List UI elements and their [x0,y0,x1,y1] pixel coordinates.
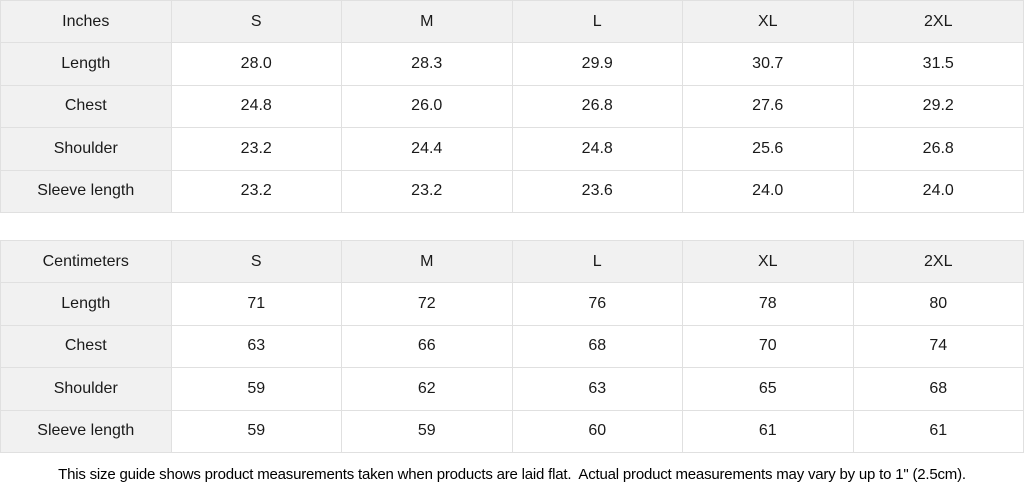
measurement-label-cell: Shoulder [0,127,172,171]
size-header-cell: M [341,0,513,44]
measurement-label-cell: Sleeve length [0,169,172,214]
table-row: Sleeve length 59 59 60 61 61 [0,409,1024,454]
measurement-value-cell: 62 [341,367,513,411]
measurement-value-cell: 68 [852,367,1024,411]
measurement-value-cell: 24.0 [852,169,1024,214]
measurement-value-cell: 71 [170,282,342,326]
measurement-label-cell: Shoulder [0,367,172,411]
measurement-label-cell: Sleeve length [0,409,172,454]
measurement-label-cell: Length [0,42,172,86]
measurement-value-cell: 23.2 [170,127,342,171]
size-guide-note: This size guide shows product measuremen… [0,453,1024,495]
measurement-value-cell: 29.2 [852,84,1024,129]
measurement-value-cell: 31.5 [852,42,1024,86]
size-header-cell: XL [682,239,854,284]
measurement-value-cell: 26.8 [852,127,1024,171]
measurement-value-cell: 59 [170,367,342,411]
table-row: Shoulder 23.2 24.4 24.8 25.6 26.8 [0,127,1024,171]
measurement-value-cell: 27.6 [682,84,854,129]
size-header-cell: 2XL [852,0,1024,44]
table-row: Length 71 72 76 78 80 [0,282,1024,326]
measurement-value-cell: 23.6 [511,169,683,214]
measurement-value-cell: 74 [852,324,1024,369]
size-header-cell: XL [682,0,854,44]
size-guide-note-text: This size guide shows product measuremen… [58,465,966,483]
unit-header-cell: Centimeters [0,239,172,284]
unit-header-cell: Inches [0,0,172,44]
measurement-value-cell: 28.3 [341,42,513,86]
size-header-cell: L [511,0,683,44]
table-row: Chest 63 66 68 70 74 [0,324,1024,369]
size-header-cell: 2XL [852,239,1024,284]
measurement-value-cell: 65 [682,367,854,411]
measurement-value-cell: 61 [682,409,854,454]
measurement-value-cell: 29.9 [511,42,683,86]
measurement-value-cell: 23.2 [170,169,342,214]
measurement-value-cell: 78 [682,282,854,326]
measurement-label-cell: Length [0,282,172,326]
measurement-value-cell: 63 [511,367,683,411]
measurement-value-cell: 24.8 [170,84,342,129]
measurement-value-cell: 61 [852,409,1024,454]
measurement-value-cell: 25.6 [682,127,854,171]
measurement-value-cell: 24.0 [682,169,854,214]
table-row: Sleeve length 23.2 23.2 23.6 24.0 24.0 [0,169,1024,214]
measurement-value-cell: 60 [511,409,683,454]
size-header-cell: L [511,239,683,284]
measurement-value-cell: 76 [511,282,683,326]
measurement-value-cell: 30.7 [682,42,854,86]
measurement-value-cell: 72 [341,282,513,326]
measurement-label-cell: Chest [0,84,172,129]
size-header-cell: S [170,0,342,44]
measurement-value-cell: 59 [170,409,342,454]
table-row: Length 28.0 28.3 29.9 30.7 31.5 [0,42,1024,86]
measurement-value-cell: 26.8 [511,84,683,129]
measurement-value-cell: 26.0 [341,84,513,129]
size-table-header-row: Centimeters S M L XL 2XL [0,239,1024,284]
table-gap [0,213,1024,240]
measurement-value-cell: 70 [682,324,854,369]
measurement-value-cell: 80 [852,282,1024,326]
size-header-cell: S [170,239,342,284]
measurement-value-cell: 24.4 [341,127,513,171]
measurement-value-cell: 59 [341,409,513,454]
size-table-header-row: Inches S M L XL 2XL [0,0,1024,44]
measurement-label-cell: Chest [0,324,172,369]
inches-size-table: Inches S M L XL 2XL Length 28.0 28.3 29.9 30.7 31.5… [0,0,1024,214]
measurement-value-cell: 66 [341,324,513,369]
measurement-value-cell: 28.0 [170,42,342,86]
centimeters-size-table: Centimeters S M L XL 2XL Length 71 72 76 78 80 Chest… [0,239,1024,454]
size-header-cell: M [341,239,513,284]
measurement-value-cell: 68 [511,324,683,369]
measurement-value-cell: 63 [170,324,342,369]
table-row: Shoulder 59 62 63 65 68 [0,367,1024,411]
table-row: Chest 24.8 26.0 26.8 27.6 29.2 [0,84,1024,129]
measurement-value-cell: 23.2 [341,169,513,214]
measurement-value-cell: 24.8 [511,127,683,171]
